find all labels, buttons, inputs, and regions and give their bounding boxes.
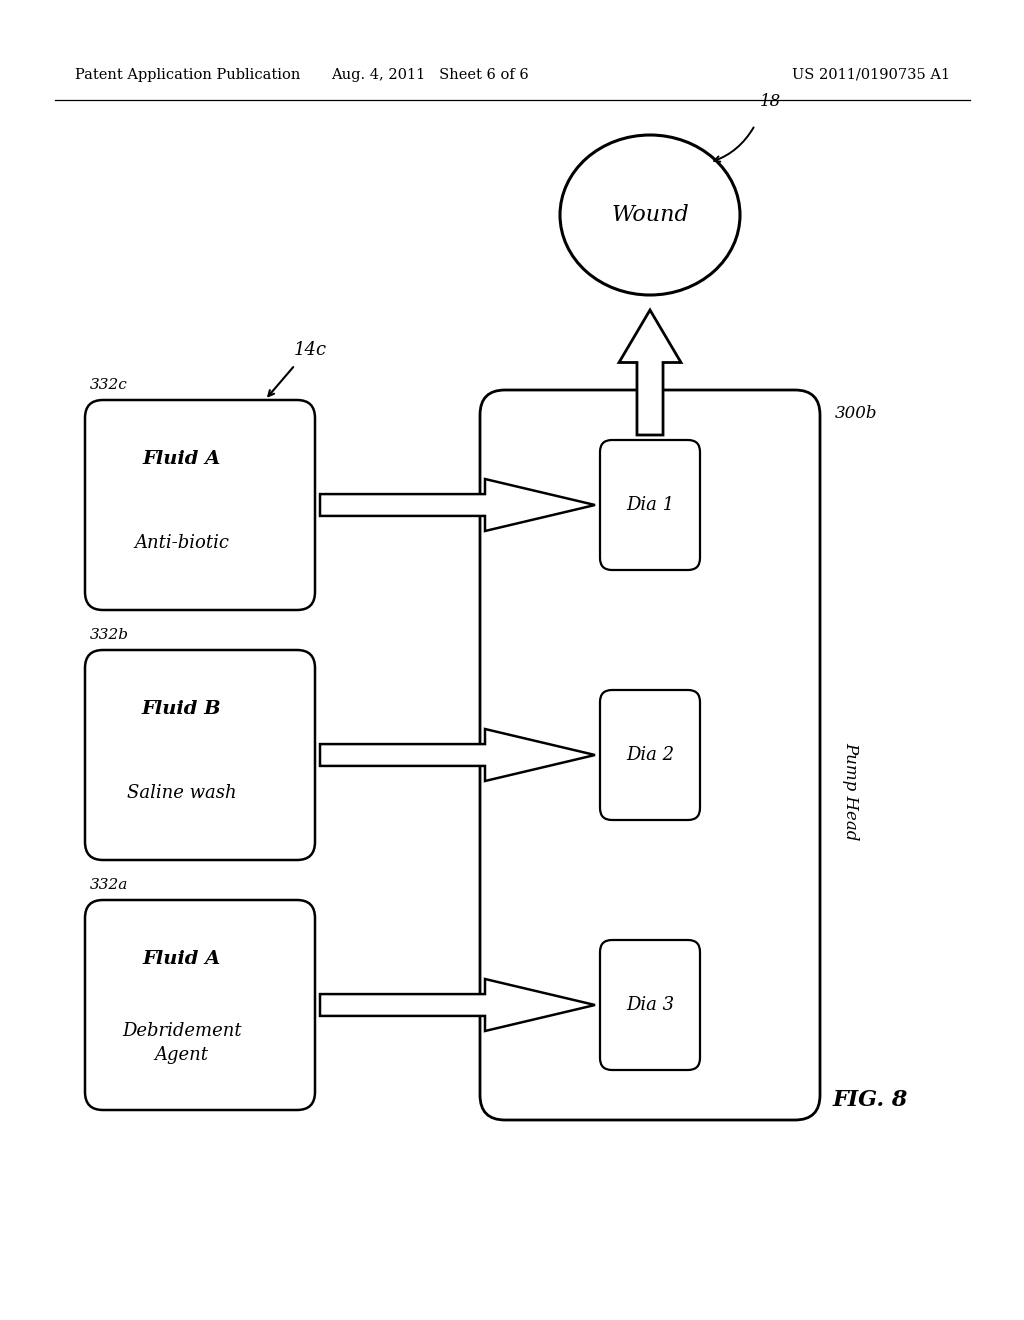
Text: Debridement
Agent: Debridement Agent bbox=[122, 1022, 242, 1064]
Text: Fluid B: Fluid B bbox=[141, 700, 221, 718]
Text: 332a: 332a bbox=[90, 878, 128, 892]
Text: Patent Application Publication: Patent Application Publication bbox=[75, 69, 300, 82]
Text: Saline wash: Saline wash bbox=[127, 784, 237, 801]
Polygon shape bbox=[618, 310, 681, 436]
Text: Dia 3: Dia 3 bbox=[626, 997, 674, 1014]
FancyBboxPatch shape bbox=[85, 649, 315, 861]
FancyBboxPatch shape bbox=[85, 400, 315, 610]
FancyBboxPatch shape bbox=[600, 440, 700, 570]
Text: Dia 2: Dia 2 bbox=[626, 746, 674, 764]
Text: US 2011/0190735 A1: US 2011/0190735 A1 bbox=[792, 69, 950, 82]
Text: Anti-biotic: Anti-biotic bbox=[134, 533, 229, 552]
Text: Aug. 4, 2011   Sheet 6 of 6: Aug. 4, 2011 Sheet 6 of 6 bbox=[331, 69, 528, 82]
Text: 18: 18 bbox=[760, 92, 781, 110]
Polygon shape bbox=[319, 729, 595, 781]
Text: 300b: 300b bbox=[835, 405, 878, 422]
FancyBboxPatch shape bbox=[480, 389, 820, 1119]
Text: 14c: 14c bbox=[294, 341, 327, 359]
Ellipse shape bbox=[560, 135, 740, 294]
Polygon shape bbox=[319, 979, 595, 1031]
Polygon shape bbox=[319, 479, 595, 531]
Text: 332c: 332c bbox=[90, 378, 128, 392]
Text: Pump Head: Pump Head bbox=[842, 742, 859, 841]
Text: Fluid A: Fluid A bbox=[142, 950, 221, 968]
Text: Dia 1: Dia 1 bbox=[626, 496, 674, 513]
Text: 332b: 332b bbox=[90, 628, 129, 642]
Text: Fluid A: Fluid A bbox=[142, 450, 221, 467]
FancyBboxPatch shape bbox=[85, 900, 315, 1110]
Text: Wound: Wound bbox=[611, 205, 689, 226]
FancyBboxPatch shape bbox=[600, 940, 700, 1071]
FancyBboxPatch shape bbox=[600, 690, 700, 820]
Text: FIG. 8: FIG. 8 bbox=[833, 1089, 907, 1111]
